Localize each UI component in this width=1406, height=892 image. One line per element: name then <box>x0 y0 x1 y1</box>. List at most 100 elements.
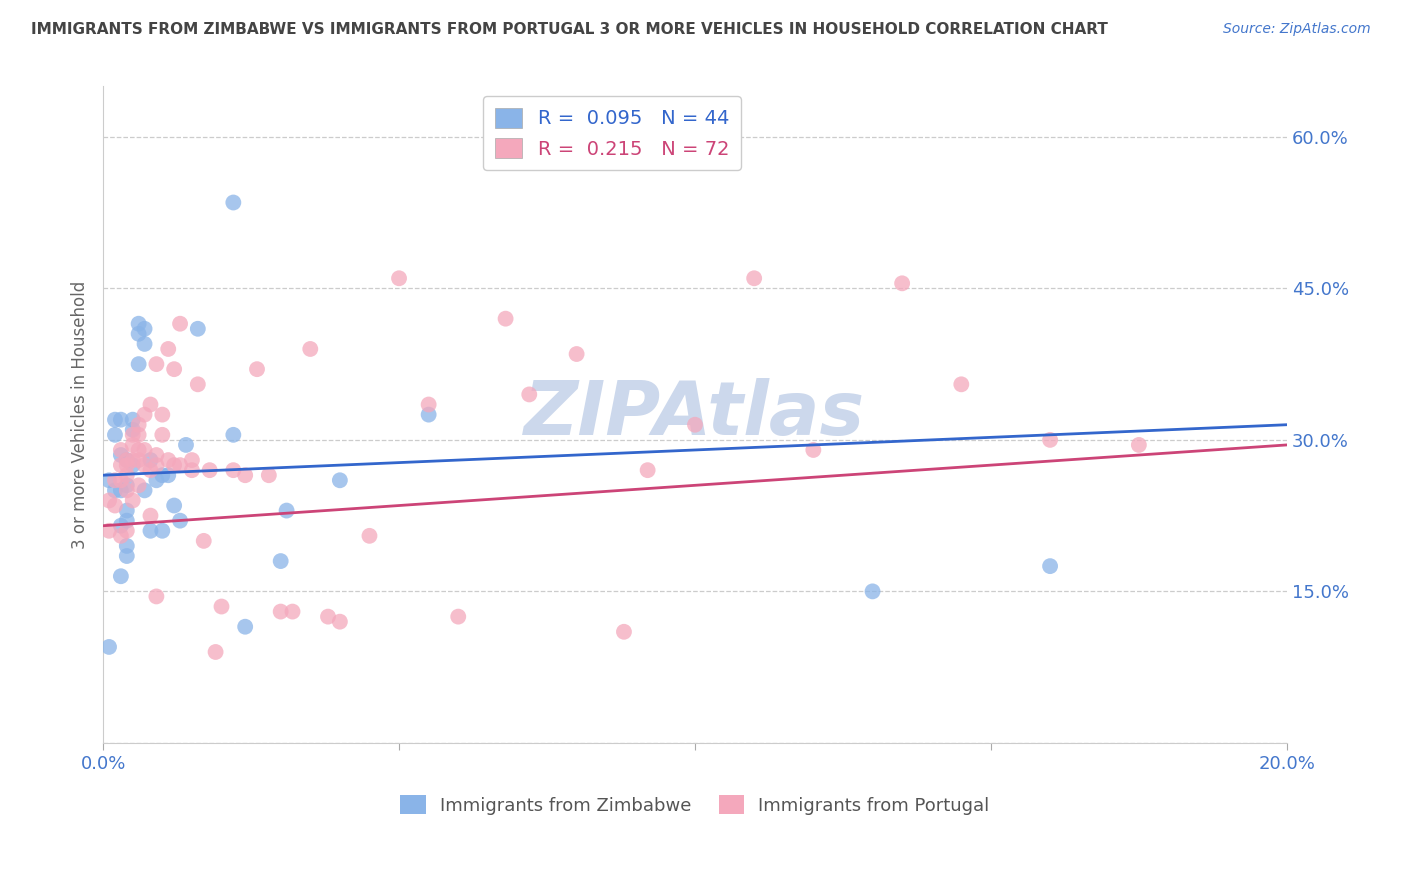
Point <box>134 458 156 472</box>
Point <box>180 453 202 467</box>
Point <box>145 357 167 371</box>
Point <box>115 539 138 553</box>
Point <box>447 609 470 624</box>
Legend: Immigrants from Zimbabwe, Immigrants from Portugal: Immigrants from Zimbabwe, Immigrants fro… <box>394 788 997 822</box>
Point <box>110 529 132 543</box>
Point <box>98 524 121 538</box>
Point <box>98 640 121 654</box>
Point <box>115 524 138 538</box>
Point <box>134 442 156 457</box>
Point <box>495 311 517 326</box>
Point <box>145 473 167 487</box>
Point <box>169 458 191 472</box>
Point <box>104 499 127 513</box>
Point <box>150 408 173 422</box>
Point <box>115 483 138 498</box>
Point <box>150 524 173 538</box>
Point <box>163 362 186 376</box>
Point <box>110 473 132 487</box>
Point <box>150 468 173 483</box>
Point <box>801 442 824 457</box>
Text: IMMIGRANTS FROM ZIMBABWE VS IMMIGRANTS FROM PORTUGAL 3 OR MORE VEHICLES IN HOUSE: IMMIGRANTS FROM ZIMBABWE VS IMMIGRANTS F… <box>31 22 1108 37</box>
Point <box>174 438 197 452</box>
Point <box>128 417 150 432</box>
Point <box>198 463 221 477</box>
Point <box>115 549 138 563</box>
Point <box>157 453 180 467</box>
Point <box>180 463 202 477</box>
Point <box>388 271 411 285</box>
Point <box>157 342 180 356</box>
Point <box>139 508 162 523</box>
Point <box>128 478 150 492</box>
Point <box>121 458 143 472</box>
Point <box>418 397 440 411</box>
Point <box>270 605 292 619</box>
Point <box>115 453 138 467</box>
Point <box>115 468 138 483</box>
Point <box>121 453 143 467</box>
Point <box>98 473 121 487</box>
Point <box>193 533 215 548</box>
Text: Source: ZipAtlas.com: Source: ZipAtlas.com <box>1223 22 1371 37</box>
Point <box>121 493 143 508</box>
Point <box>637 463 659 477</box>
Point <box>121 427 143 442</box>
Point <box>128 317 150 331</box>
Point <box>104 473 127 487</box>
Point <box>565 347 588 361</box>
Y-axis label: 3 or more Vehicles in Household: 3 or more Vehicles in Household <box>72 280 89 549</box>
Point <box>276 503 298 517</box>
Point <box>134 483 156 498</box>
Point <box>233 468 256 483</box>
Point <box>98 493 121 508</box>
Point <box>418 408 440 422</box>
Point <box>222 195 245 210</box>
Point <box>128 453 150 467</box>
Point <box>145 590 167 604</box>
Point <box>110 569 132 583</box>
Point <box>862 584 884 599</box>
Point <box>104 483 127 498</box>
Point <box>128 326 150 341</box>
Point <box>169 514 191 528</box>
Point <box>139 453 162 467</box>
Point <box>128 442 150 457</box>
Point <box>115 458 138 472</box>
Point <box>139 463 162 477</box>
Point <box>613 624 636 639</box>
Point <box>359 529 381 543</box>
Point <box>139 397 162 411</box>
Point <box>150 427 173 442</box>
Point <box>145 448 167 462</box>
Point <box>517 387 540 401</box>
Point <box>233 620 256 634</box>
Point <box>1039 559 1062 574</box>
Point <box>145 458 167 472</box>
Point <box>128 357 150 371</box>
Point <box>1128 438 1150 452</box>
Point <box>163 499 186 513</box>
Point <box>134 408 156 422</box>
Point <box>121 438 143 452</box>
Point <box>104 427 127 442</box>
Point <box>110 483 132 498</box>
Point <box>134 337 156 351</box>
Text: ZIPAtlas: ZIPAtlas <box>524 378 866 451</box>
Point <box>104 412 127 426</box>
Point <box>270 554 292 568</box>
Point <box>257 468 280 483</box>
Point <box>329 615 352 629</box>
Point <box>222 427 245 442</box>
Point <box>163 458 186 472</box>
Point <box>742 271 765 285</box>
Point <box>1039 433 1062 447</box>
Point <box>211 599 233 614</box>
Point <box>115 453 138 467</box>
Point <box>316 609 339 624</box>
Point <box>187 322 209 336</box>
Point <box>110 412 132 426</box>
Point <box>683 417 706 432</box>
Point <box>110 442 132 457</box>
Point <box>169 317 191 331</box>
